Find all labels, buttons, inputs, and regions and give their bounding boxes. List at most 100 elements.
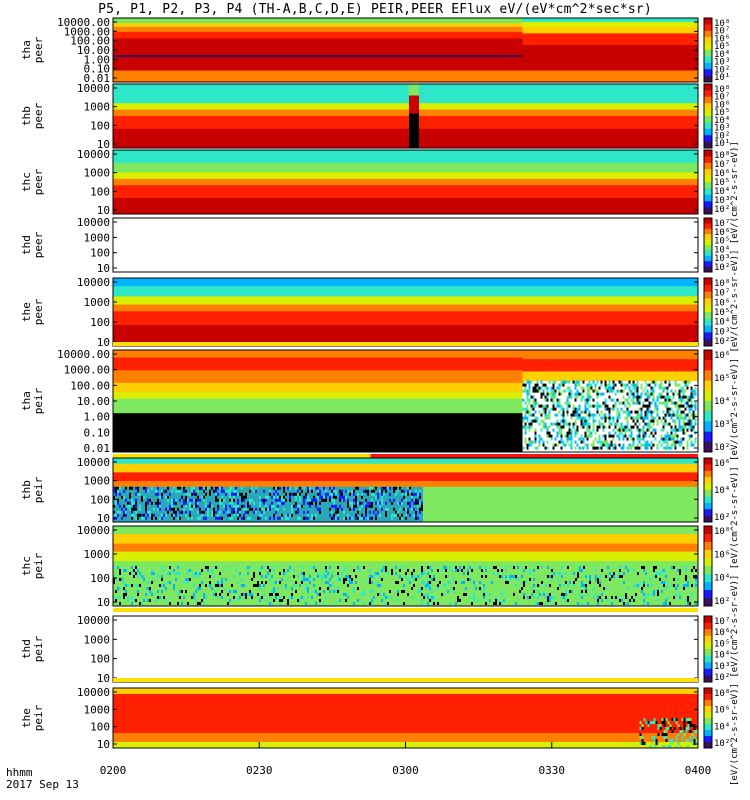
tha-peir-speckle-pixel	[596, 428, 599, 432]
y-tick-label: 1000	[84, 475, 111, 488]
thc-peir-speckle-pixel	[269, 578, 271, 581]
thc-peir-speckle-pixel	[693, 566, 695, 569]
colorbar-swatch	[704, 598, 712, 607]
thb-peir-speckle-pixel	[211, 510, 213, 514]
tha-peir-speckle-pixel	[678, 407, 681, 411]
thb-peir-speckle-pixel	[183, 507, 185, 511]
thb-peir-speckle-pixel	[347, 489, 349, 493]
thc-peir-speckle-pixel	[537, 566, 539, 569]
thb-peir-speckle-pixel	[157, 501, 159, 505]
tha-peir-speckle-pixel	[560, 380, 563, 384]
thc-peir-speckle-pixel	[313, 590, 315, 593]
thb-peir-speckle-pixel	[331, 492, 333, 496]
thc-peir-speckle-pixel	[197, 587, 199, 590]
tha-peir-speckle-pixel	[524, 401, 527, 405]
thb-peir-speckle-pixel	[223, 504, 225, 508]
thc-peir-speckle-pixel	[173, 569, 175, 572]
thc-peir-speckle-pixel	[399, 575, 401, 578]
tha-peir-speckle-pixel	[686, 401, 689, 405]
thc-peir-speckle-pixel	[273, 587, 275, 590]
tha-peir-speckle-pixel	[680, 416, 683, 420]
thc-peir-speckle-pixel	[445, 575, 447, 578]
colorbar-swatch	[704, 312, 712, 320]
thc-peir-speckle-pixel	[307, 587, 309, 590]
colorbar-swatch	[704, 622, 712, 630]
thb-peir-speckle-pixel	[317, 507, 319, 511]
tha-peir-speckle-pixel	[578, 407, 581, 411]
thc-peir-speckle-pixel	[639, 581, 641, 584]
thb-peir-speckle-pixel	[297, 510, 299, 514]
thc-peir-speckle-pixel	[483, 596, 485, 599]
colorbar-swatch	[704, 96, 712, 104]
thb-peir-speckle-pixel	[329, 513, 331, 517]
tha-peir-speckle-pixel	[544, 395, 547, 399]
thb-peir-speckle-pixel	[229, 501, 231, 505]
tha-peir-speckle-pixel	[654, 401, 657, 405]
thb-peir-speckle-pixel	[309, 504, 311, 508]
tha-peir-speckle-pixel	[592, 428, 595, 432]
y-tick-label: 10000	[77, 276, 110, 289]
tha-peir-speckle-pixel	[660, 437, 663, 441]
thc-peir-speckle-pixel	[581, 590, 583, 593]
thc-peir-speckle-pixel	[663, 602, 665, 605]
tha-peir-speckle-pixel	[646, 398, 649, 402]
thc-peir-speckle-pixel	[113, 581, 115, 584]
the-peir-speckle-pixel	[685, 730, 688, 733]
tha-peir-speckle-pixel	[548, 392, 551, 396]
thc-peir-speckle-pixel	[209, 575, 211, 578]
thb-peir-speckle-pixel	[377, 492, 379, 496]
thc-peir-speckle-pixel	[185, 590, 187, 593]
thc-peir-speckle-pixel	[597, 602, 599, 605]
tha-peir-speckle-pixel	[544, 404, 547, 408]
tha-peir-speckle-pixel	[588, 425, 591, 429]
thc-peir-speckle-pixel	[347, 575, 349, 578]
tha-peir-speckle-pixel	[582, 440, 585, 444]
tha-peir-speckle-pixel	[528, 401, 531, 405]
colorbar-tick-label: 10⁵	[714, 42, 730, 52]
tha-peir-speckle-pixel	[656, 404, 659, 408]
thc-peir-speckle-pixel	[397, 593, 399, 596]
thb-peir-speckle-pixel	[157, 498, 159, 502]
tha-peir-speckle-pixel	[650, 425, 653, 429]
thb-peir-speckle-pixel	[285, 516, 287, 520]
colorbar-swatch	[704, 458, 712, 465]
thc-peir-speckle-pixel	[401, 566, 403, 569]
thc-peir-speckle-pixel	[589, 578, 591, 581]
tha-peir-speckle-pixel	[616, 419, 619, 423]
thb-peir-speckle-pixel	[133, 513, 135, 517]
tha-peir-speckle-pixel	[654, 431, 657, 435]
thb-peir-speckle-pixel	[205, 501, 207, 505]
tha-peir-speckle-pixel	[630, 446, 633, 450]
tha-peir-speckle-pixel	[630, 431, 633, 435]
tha-peir-speckle-pixel	[522, 398, 525, 402]
tha-peir-speckle-pixel	[586, 422, 589, 426]
thc-peir-speckle-pixel	[315, 590, 317, 593]
thc-peir-speckle-pixel	[271, 593, 273, 596]
tha-peir-speckle-pixel	[684, 431, 687, 435]
thc-peir-speckle-pixel	[427, 593, 429, 596]
tha-peir-speckle-pixel	[550, 389, 553, 393]
tha-peir-speckle-pixel	[526, 446, 529, 450]
thc-peir-speckle-pixel	[509, 578, 511, 581]
thc-peir-speckle-pixel	[387, 572, 389, 575]
thb-peir-speckle-pixel	[395, 486, 397, 490]
thc-peir-speckle-pixel	[279, 581, 281, 584]
tha-peir-speckle-pixel	[540, 392, 543, 396]
tha-peir-speckle-pixel	[604, 416, 607, 420]
tha-peir-speckle-pixel	[664, 413, 667, 417]
thc-peir-speckle-pixel	[633, 584, 635, 587]
tha-peir-speckle-pixel	[596, 401, 599, 405]
thb-peir-speckle-pixel	[197, 489, 199, 493]
tha-peir-speckle-pixel	[632, 440, 635, 444]
thc-peir-speckle-pixel	[647, 593, 649, 596]
thc-peir-speckle-pixel	[459, 569, 461, 572]
thb-peir-speckle-pixel	[171, 489, 173, 493]
thc-peir-speckle-pixel	[269, 593, 271, 596]
thb-peir-speckle-pixel	[217, 486, 219, 490]
colorbar-swatch	[704, 370, 712, 382]
tha-peir-speckle-pixel	[542, 410, 545, 414]
the-peir-speckle-pixel	[679, 745, 682, 748]
thc-peir-speckle-pixel	[539, 584, 541, 587]
thc-peir-speckle-pixel	[357, 587, 359, 590]
